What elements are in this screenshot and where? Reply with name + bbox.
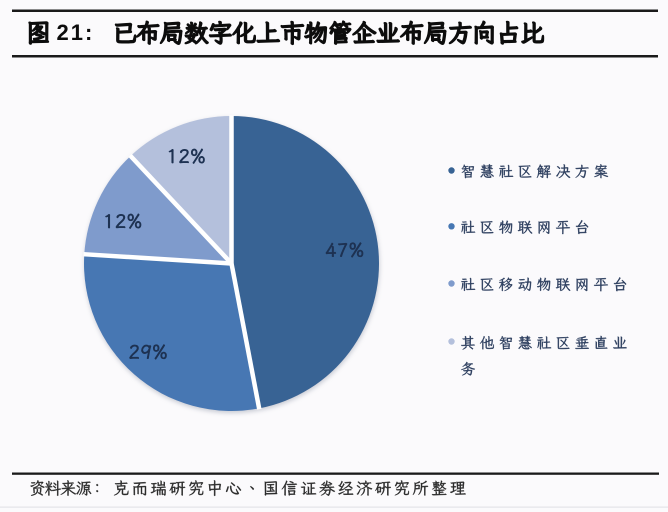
svg-text:21:: 21: — [57, 20, 95, 45]
